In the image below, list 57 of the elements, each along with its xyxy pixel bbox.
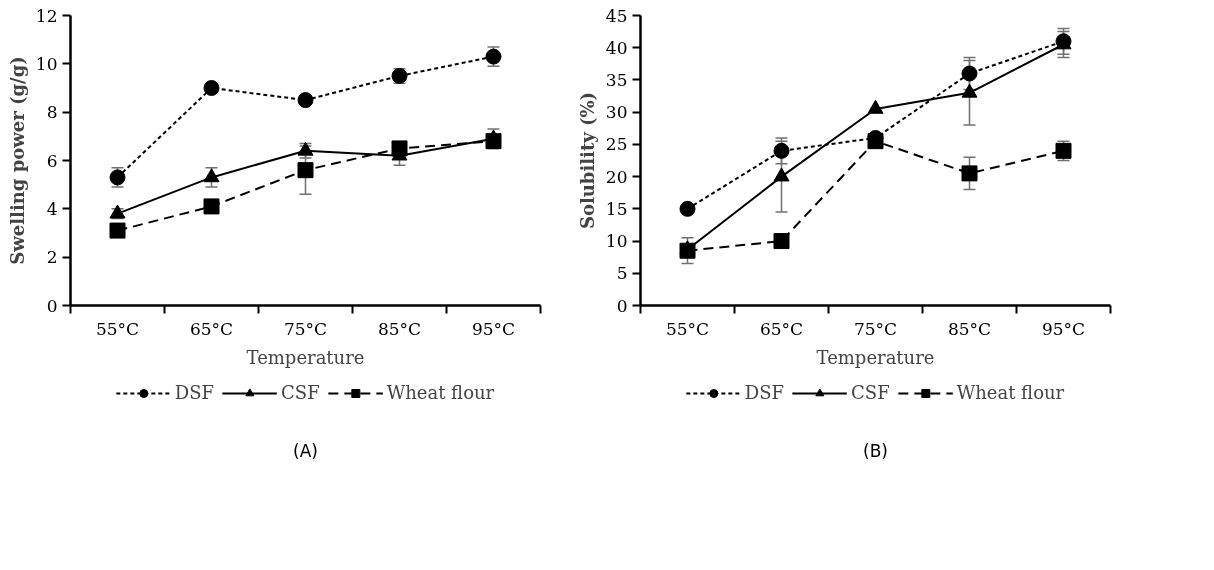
point [867,133,884,150]
y-tick-label: 2 [46,247,58,268]
legend-label: DSF [744,382,785,403]
legend-label: CSF [281,382,320,403]
x-tick-label: 65°C [759,318,804,339]
point [867,99,884,114]
legend-label: Wheat flour [956,382,1065,403]
y-tick-label: 15 [605,198,628,219]
legend-label: Wheat flour [386,382,495,403]
point [391,140,408,157]
text: (B) [863,440,888,461]
y-tick-label: 30 [605,102,628,123]
point [679,200,696,217]
x-tick-label: 85°C [947,318,992,339]
x-tick-label: 75°C [283,318,328,339]
point [297,92,314,109]
y-tick-label: 20 [605,166,628,187]
point [297,162,314,179]
text: (A) [293,440,318,461]
x-axis-title: Temperature [246,346,365,368]
y-tick-label: 5 [616,263,628,284]
y-tick-label: 0 [616,295,628,316]
point [203,168,220,183]
x-tick-label: 95°C [1041,318,1086,339]
y-tick-label: 35 [605,69,628,90]
x-tick-label: 75°C [853,318,898,339]
point [961,83,978,98]
y-tick-label: 0 [46,295,58,316]
point [773,167,790,182]
y-tick-label: 4 [46,198,58,219]
y-tick-label: 10 [35,53,58,74]
x-tick-label: 65°C [189,318,234,339]
y-tick-label: 10 [605,231,628,252]
y-tick-label: 12 [35,5,58,26]
point [679,242,696,259]
point [109,204,126,219]
point [961,165,978,182]
y-axis-title: Solubility (%) [576,91,598,230]
point [773,233,790,250]
legend-label: DSF [174,382,215,403]
x-tick-label: 85°C [377,318,422,339]
point [203,198,220,215]
y-tick-label: 6 [46,150,58,171]
x-tick-label: 95°C [471,318,516,339]
y-tick-label: 40 [605,37,628,58]
x-tick-label: 55°C [665,318,710,339]
x-axis-title: Temperature [816,346,935,368]
y-tick-label: 45 [605,5,628,26]
y-tick-label: 25 [605,134,628,155]
x-tick-label: 55°C [95,318,140,339]
point [485,133,502,150]
y-axis-title: Swelling power (g/g) [6,56,28,265]
y-tick-label: 8 [46,102,58,123]
point [109,222,126,239]
point [961,65,978,82]
point [203,80,220,96]
legend-label: CSF [851,382,890,403]
